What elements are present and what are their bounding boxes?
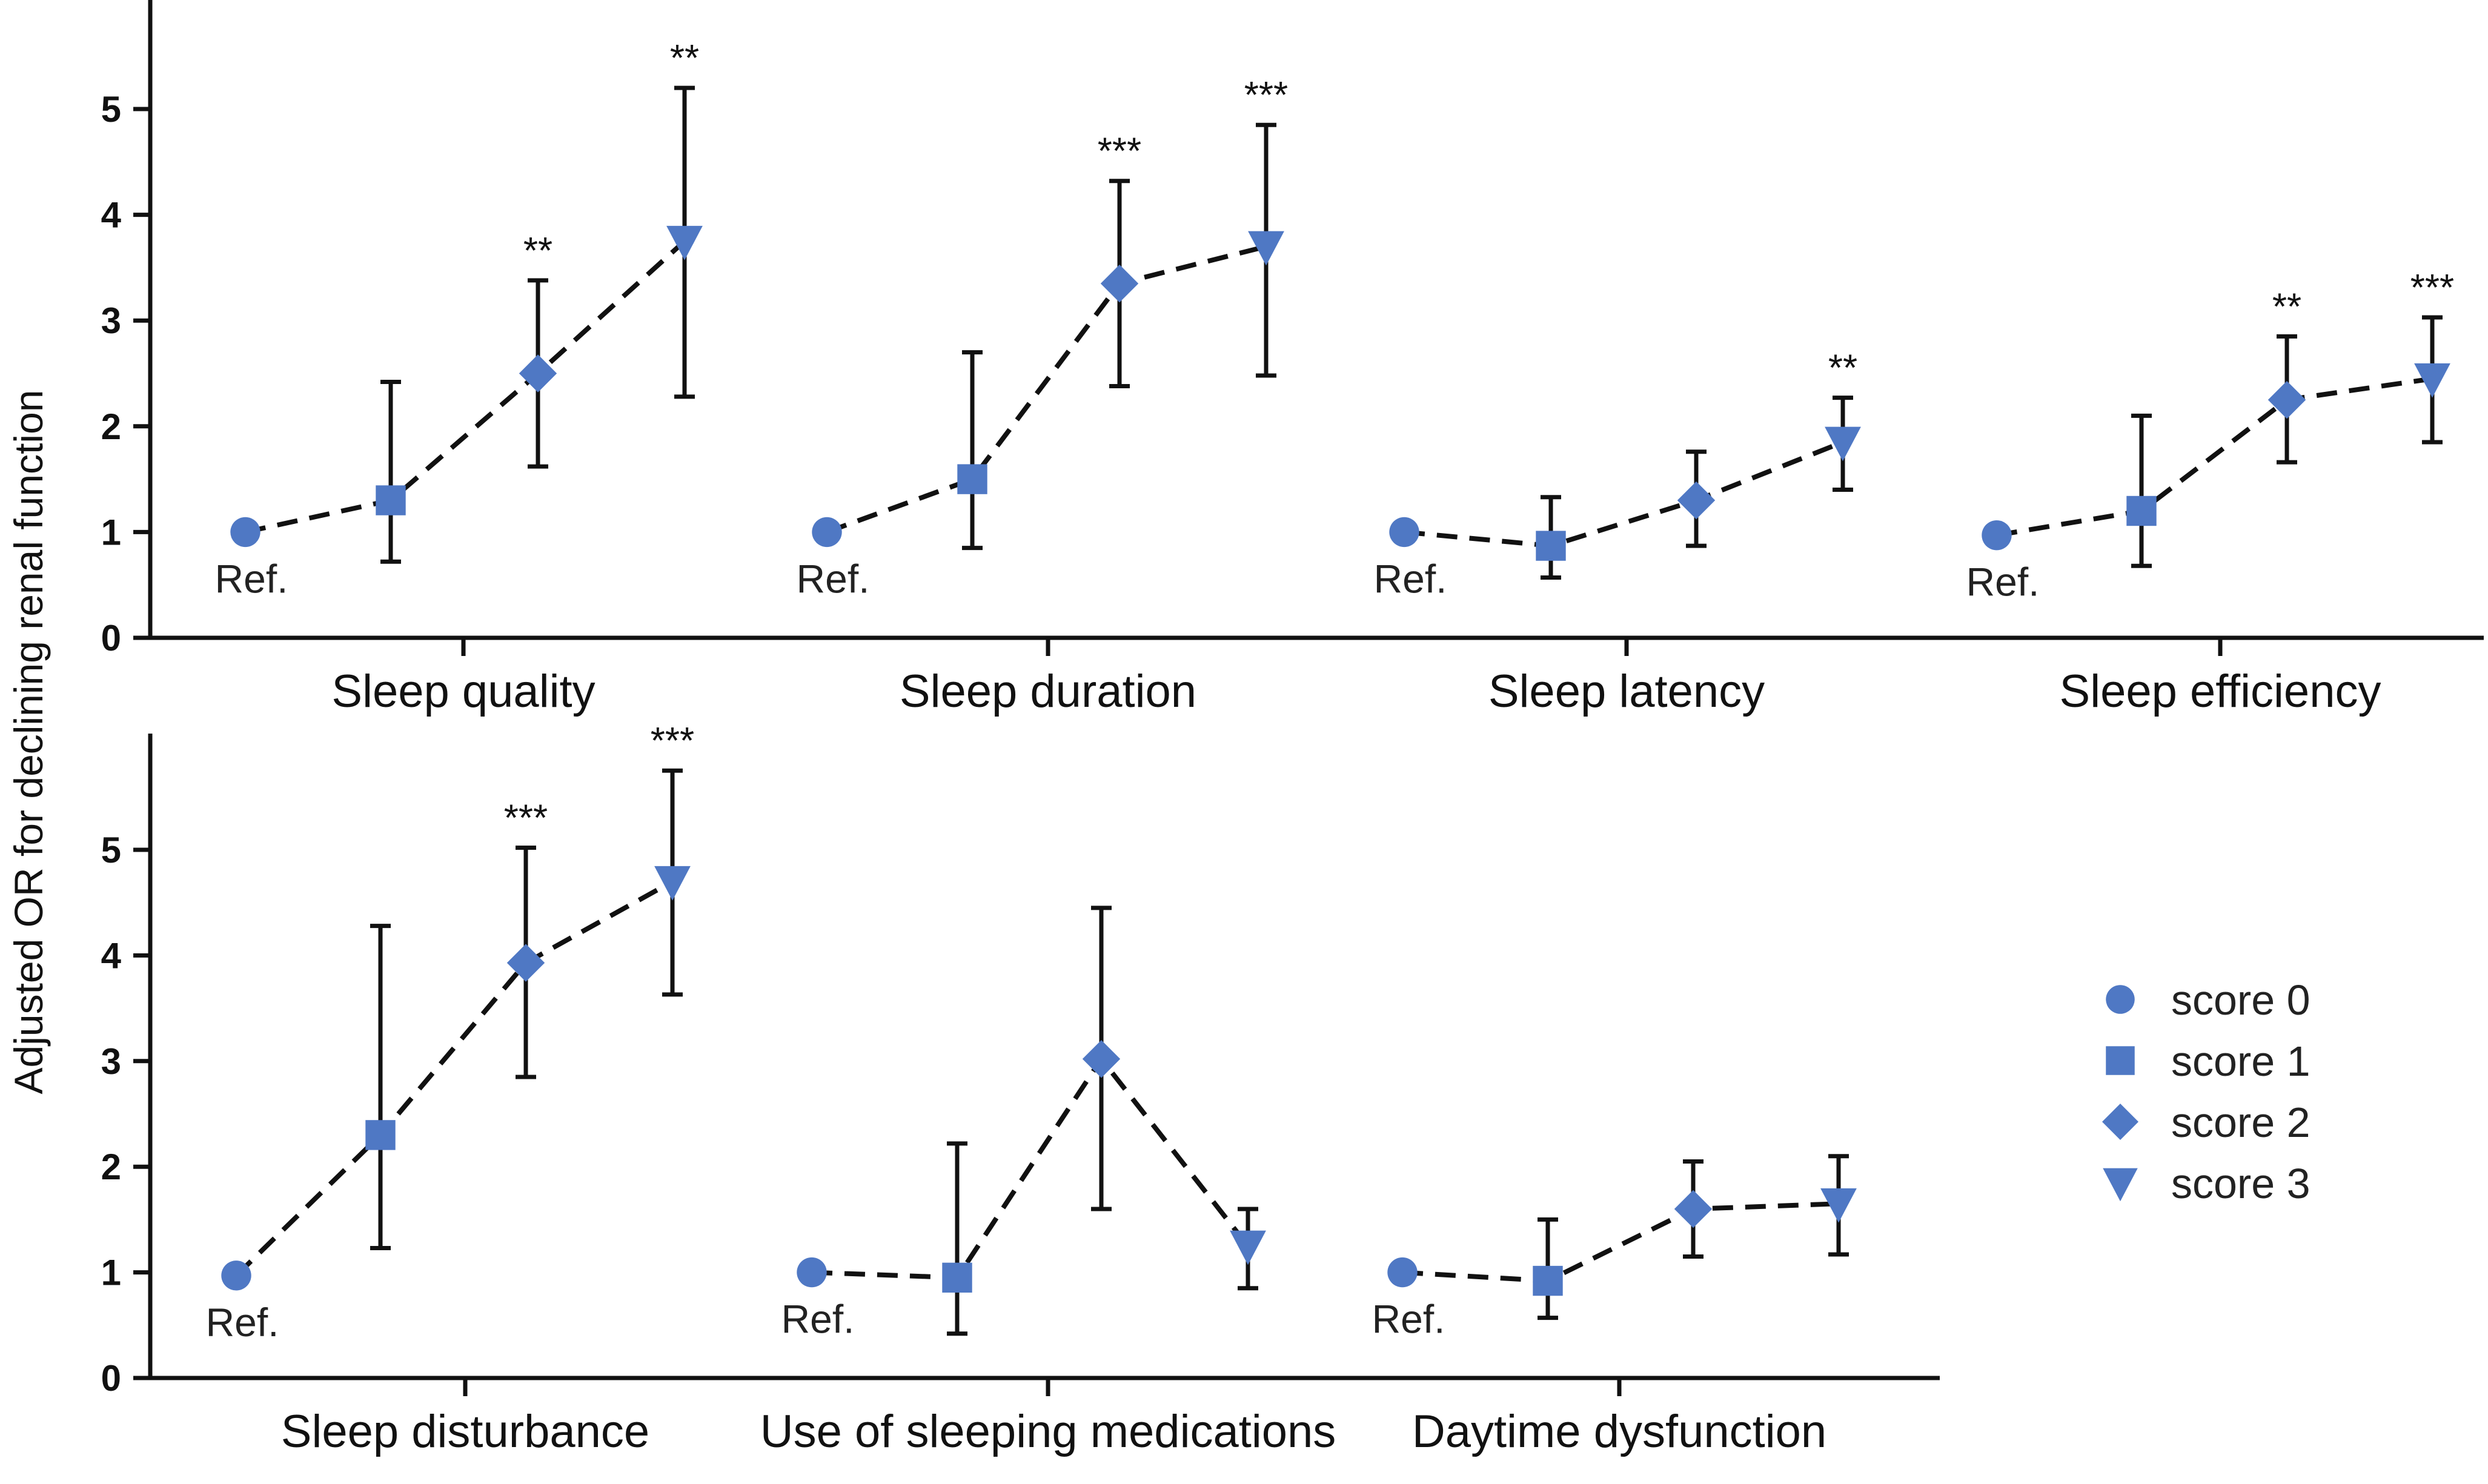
panel-2: 0 1 2 3 4 5 Sleep disturbance Ref. *** *** Use of … <box>101 720 1940 1457</box>
data-point-score-1 <box>376 485 406 515</box>
legend-label: score 2 <box>2171 1099 2311 1146</box>
significance-label: ** <box>2272 286 2301 328</box>
trend-line <box>1404 440 1844 549</box>
data-point-score-3 <box>1825 426 1861 462</box>
category-label: Sleep disturbance <box>281 1406 649 1457</box>
significance-label: *** <box>2410 267 2454 309</box>
y-tick-label: 2 <box>101 1147 121 1187</box>
ref-label: Ref. <box>781 1297 854 1342</box>
significance-label: *** <box>1098 131 1141 173</box>
y-tick-label: 0 <box>101 618 121 658</box>
ref-label: Ref. <box>1373 556 1447 601</box>
legend-marker-circle <box>2106 985 2135 1014</box>
panel-1: 0 1 2 3 4 5 Sleep quality Ref. ** ** Sleep duratio… <box>101 0 2484 717</box>
data-point-score-3 <box>666 225 703 260</box>
group-sleep-quality: Sleep quality Ref. ** ** <box>214 38 703 717</box>
y-tick-label: 1 <box>101 512 121 552</box>
data-point-score-2 <box>2267 380 2306 419</box>
trend-line <box>234 879 674 1277</box>
y-tick-label: 3 <box>101 300 121 341</box>
data-point-score-3 <box>2414 363 2450 398</box>
significance-label: *** <box>1244 75 1288 116</box>
data-point-score-0 <box>812 517 842 548</box>
group-use-of-sleeping-medications: Use of sleeping medications Ref. <box>760 906 1336 1457</box>
legend-marker-square <box>2106 1046 2135 1075</box>
trend-line <box>826 244 1267 535</box>
data-point-score-2 <box>1082 1040 1121 1078</box>
data-point-score-3 <box>1820 1188 1857 1223</box>
ref-label: Ref. <box>1372 1297 1445 1342</box>
category-label: Use of sleeping medications <box>760 1406 1336 1457</box>
y-tick-label: 2 <box>101 406 121 447</box>
legend-item: score 2 <box>2102 1099 2311 1146</box>
group-sleep-latency: Sleep latency Ref. ** <box>1373 348 1861 717</box>
y-tick-label: 4 <box>101 935 122 976</box>
data-point-score-3 <box>1230 1230 1266 1265</box>
data-point-score-2 <box>519 354 557 393</box>
y-tick-label: 4 <box>101 195 122 236</box>
data-point-score-1 <box>942 1262 972 1293</box>
y-tick-label: 0 <box>101 1358 121 1399</box>
data-point-score-1 <box>365 1120 396 1150</box>
chart-panels: 0 1 2 3 4 5 Sleep quality Ref. ** ** Sleep duratio… <box>101 0 2484 1457</box>
data-point-score-3 <box>654 866 691 901</box>
ref-label: Ref. <box>214 556 288 601</box>
data-point-score-0 <box>230 517 260 548</box>
y-tick-label: 1 <box>101 1253 121 1293</box>
y-tick-label: 5 <box>101 830 121 870</box>
category-label: Sleep latency <box>1488 666 1765 717</box>
ref-label: Ref. <box>205 1300 279 1345</box>
legend-label: score 0 <box>2171 976 2311 1024</box>
legend: score 0 score 1 score 2 score 3 <box>2102 976 2311 1207</box>
trend-line <box>245 239 686 535</box>
data-point-score-2 <box>1100 264 1139 303</box>
y-tick-label: 3 <box>101 1041 121 1082</box>
legend-item: score 3 <box>2103 1160 2311 1207</box>
data-point-score-2 <box>1674 1190 1713 1228</box>
category-label: Sleep quality <box>331 666 595 717</box>
data-point-score-1 <box>2126 495 2157 526</box>
trend-line <box>811 1055 1250 1280</box>
significance-label: ** <box>523 230 552 272</box>
significance-label: *** <box>651 720 694 762</box>
legend-item: score 0 <box>2106 976 2311 1024</box>
trend-line <box>1996 376 2433 538</box>
group-sleep-duration: Sleep duration Ref. *** *** <box>796 75 1288 717</box>
y-tick-label: 5 <box>101 89 121 130</box>
significance-label: ** <box>1828 348 1857 389</box>
data-point-score-2 <box>506 944 545 982</box>
legend-label: score 1 <box>2171 1038 2311 1085</box>
legend-marker-diamond <box>2102 1104 2138 1140</box>
data-point-score-2 <box>1677 481 1716 520</box>
ref-label: Ref. <box>1966 560 2039 605</box>
data-point-score-0 <box>1982 520 2012 551</box>
data-point-score-0 <box>221 1260 251 1291</box>
data-point-score-3 <box>1248 231 1284 266</box>
significance-label: ** <box>670 38 699 79</box>
group-sleep-disturbance: Sleep disturbance Ref. *** *** <box>205 720 694 1457</box>
significance-label: *** <box>504 798 548 840</box>
data-point-score-0 <box>797 1257 827 1288</box>
legend-label: score 3 <box>2171 1160 2311 1207</box>
data-point-score-1 <box>957 464 987 494</box>
data-point-score-0 <box>1387 1257 1418 1288</box>
category-label: Daytime dysfunction <box>1412 1406 1826 1457</box>
trend-line <box>1402 1201 1839 1284</box>
y-axis-label: Adjusted OR for declining renal function <box>6 390 51 1095</box>
data-point-score-0 <box>1389 517 1419 548</box>
data-point-score-1 <box>1536 531 1566 561</box>
category-label: Sleep efficiency <box>2060 666 2381 717</box>
data-point-score-1 <box>1533 1265 1563 1296</box>
legend-marker-triangle-down <box>2103 1168 2138 1202</box>
category-label: Sleep duration <box>900 666 1196 717</box>
legend-item: score 1 <box>2106 1038 2311 1085</box>
ref-label: Ref. <box>796 556 869 601</box>
group-daytime-dysfunction: Daytime dysfunction Ref. <box>1372 1154 1857 1457</box>
